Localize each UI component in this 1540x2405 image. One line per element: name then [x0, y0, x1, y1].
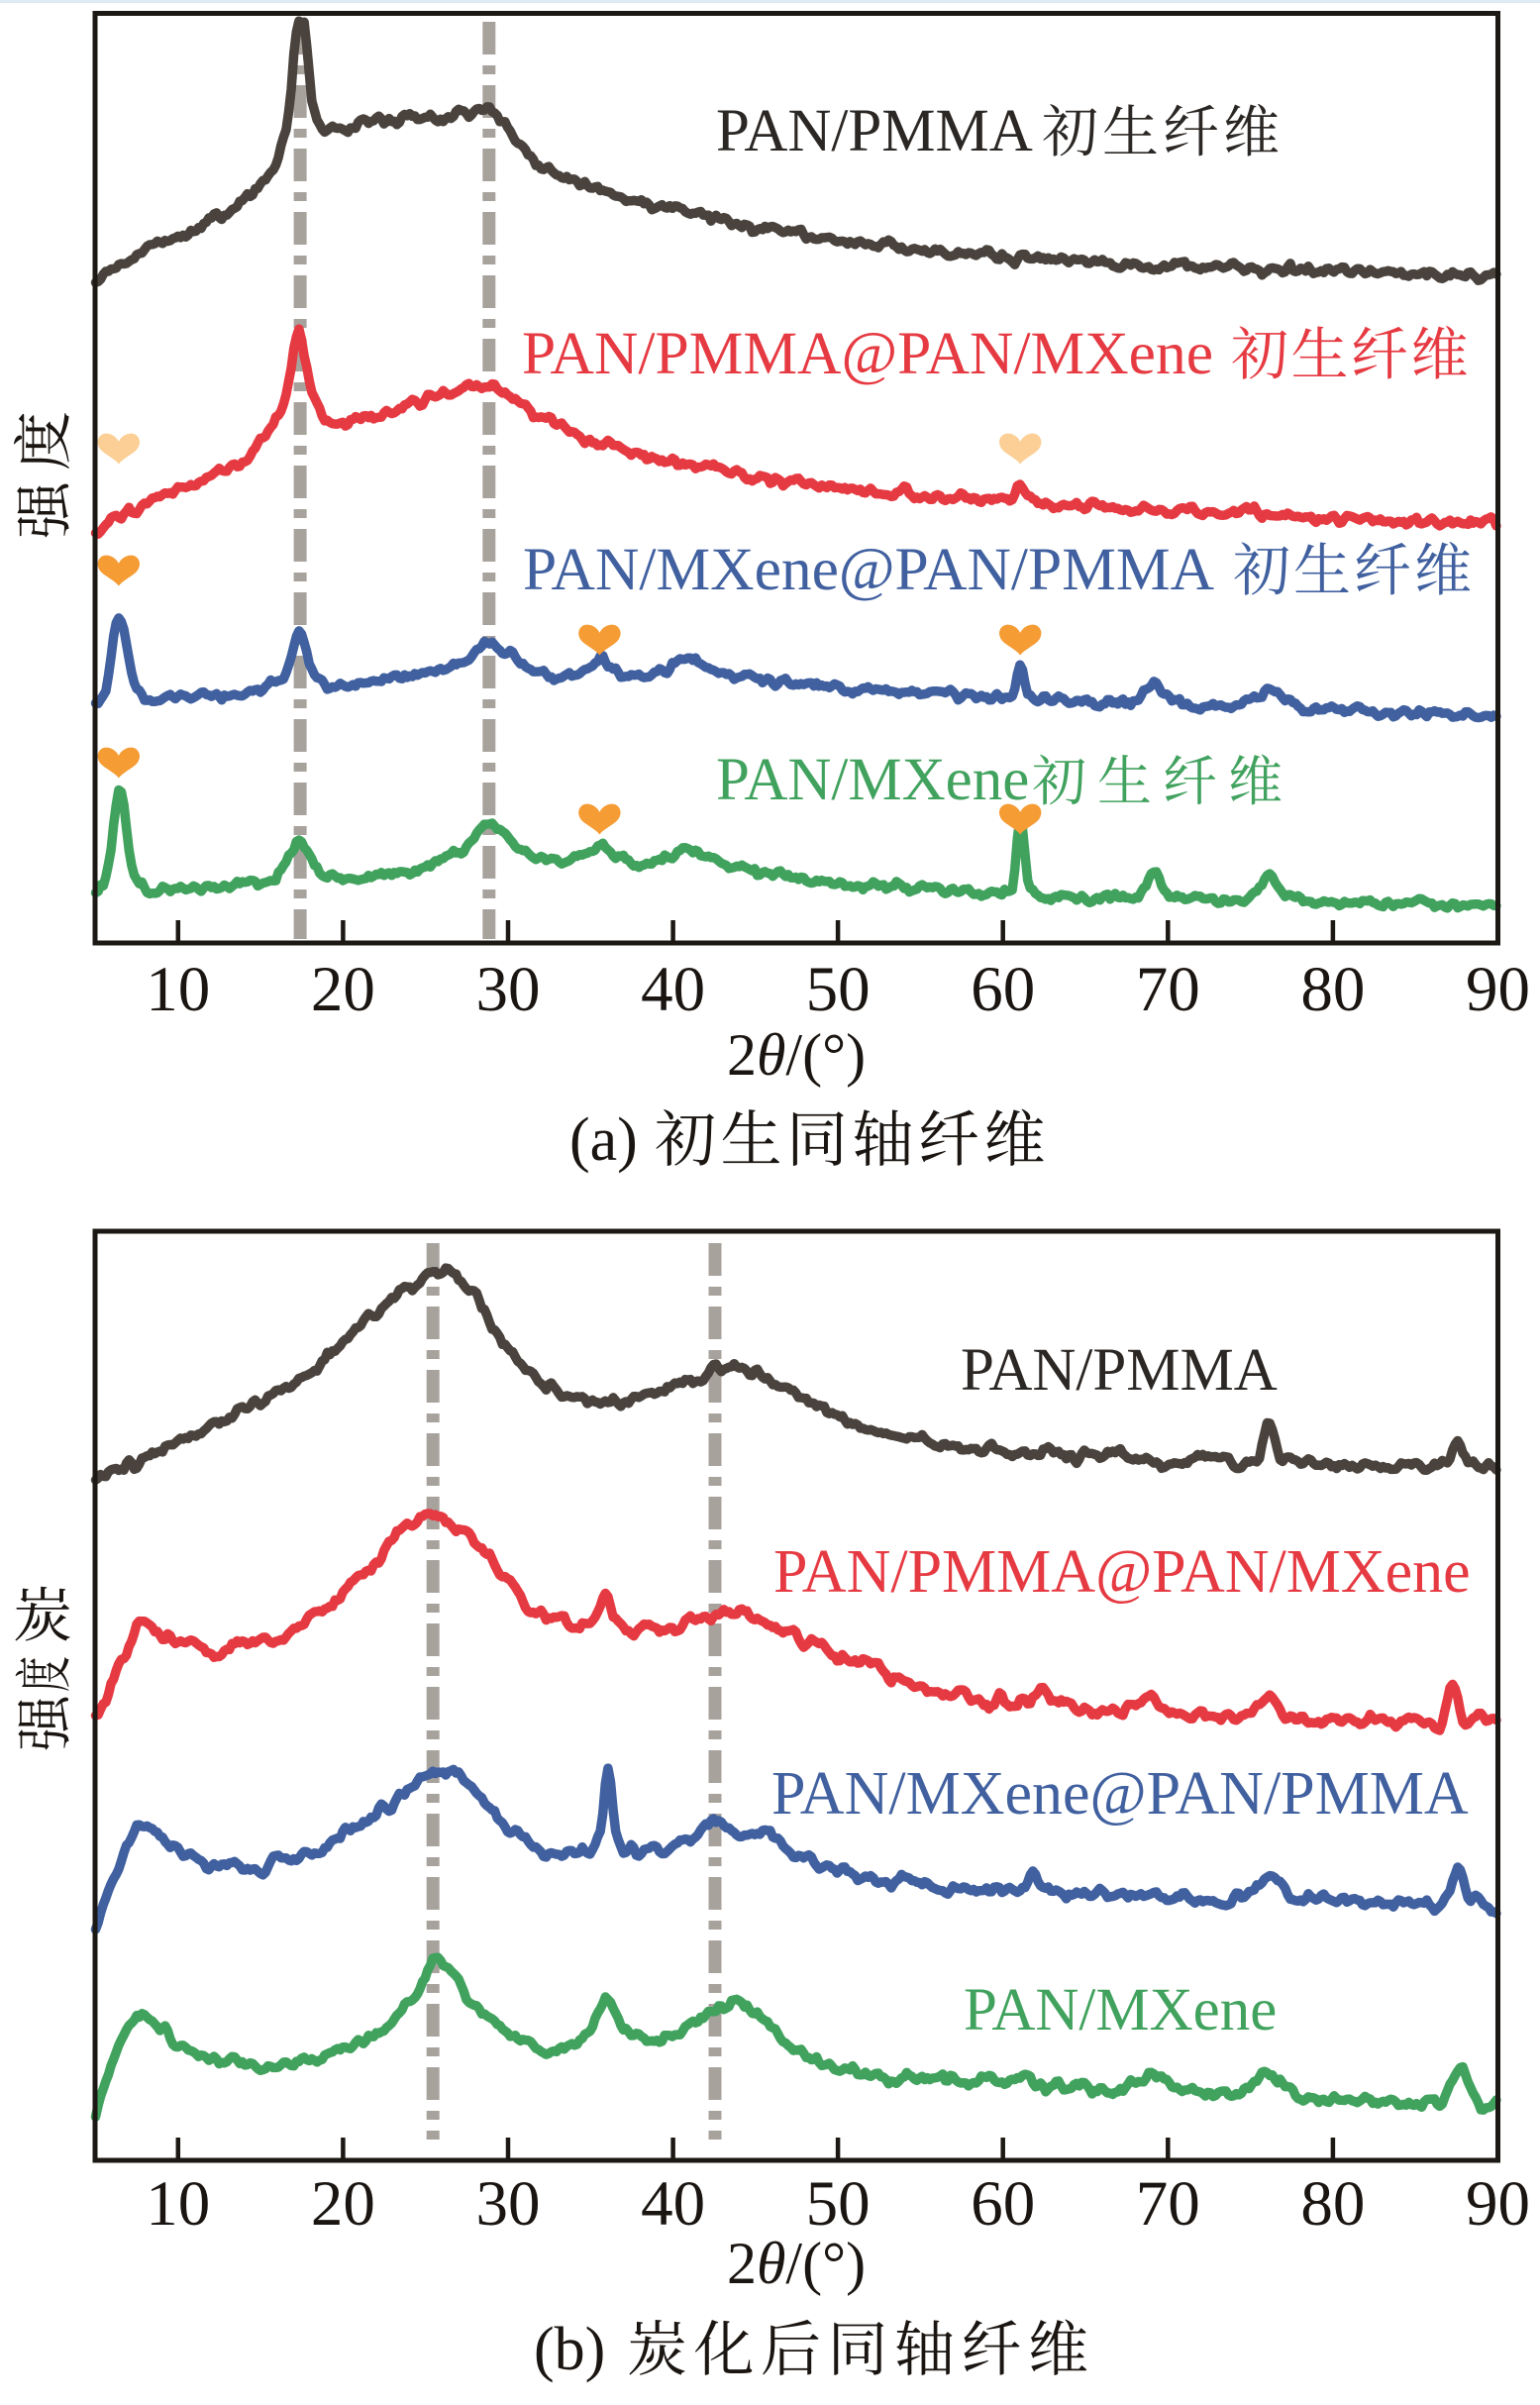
svg-text:60: 60 [971, 2168, 1035, 2240]
svg-text:40: 40 [641, 954, 705, 1025]
svg-text:20: 20 [311, 954, 375, 1025]
svg-text:2θ/(°): 2θ/(°) [727, 1022, 866, 1088]
svg-text:PAN/MXene: PAN/MXene [964, 1977, 1277, 2043]
svg-text:50: 50 [806, 954, 871, 1025]
svg-text:70: 70 [1136, 954, 1200, 1025]
svg-text:30: 30 [476, 954, 541, 1025]
svg-text:70: 70 [1136, 2168, 1200, 2240]
svg-text:20: 20 [311, 2168, 375, 2240]
svg-text:30: 30 [476, 2168, 541, 2240]
svg-text:(b): (b) [534, 2316, 605, 2383]
svg-text:60: 60 [971, 954, 1035, 1025]
svg-text:80: 80 [1300, 954, 1365, 1025]
svg-text:10: 10 [146, 954, 210, 1025]
svg-text:PAN/MXene@PAN/PMMA: PAN/MXene@PAN/PMMA [771, 1760, 1469, 1828]
svg-text:(a): (a) [569, 1106, 638, 1174]
svg-text:80: 80 [1300, 2168, 1365, 2240]
svg-text:PAN/MXene@PAN/PMMA: PAN/MXene@PAN/PMMA [523, 536, 1214, 603]
svg-text:90: 90 [1466, 2168, 1530, 2240]
svg-text:50: 50 [806, 2168, 871, 2240]
svg-text:2θ/(°): 2θ/(°) [727, 2231, 866, 2296]
svg-text:PAN/PMMA@PAN/MXene: PAN/PMMA@PAN/MXene [773, 1538, 1471, 1606]
svg-text:PAN/PMMA: PAN/PMMA [716, 98, 1033, 164]
svg-text:90: 90 [1466, 954, 1530, 1025]
svg-text:PAN/PMMA@PAN/MXene: PAN/PMMA@PAN/MXene [522, 320, 1213, 387]
svg-text:40: 40 [641, 2168, 705, 2240]
svg-text:10: 10 [146, 2168, 210, 2240]
svg-text:PAN/MXene: PAN/MXene [716, 747, 1029, 813]
svg-text:PAN/PMMA: PAN/PMMA [961, 1337, 1278, 1404]
